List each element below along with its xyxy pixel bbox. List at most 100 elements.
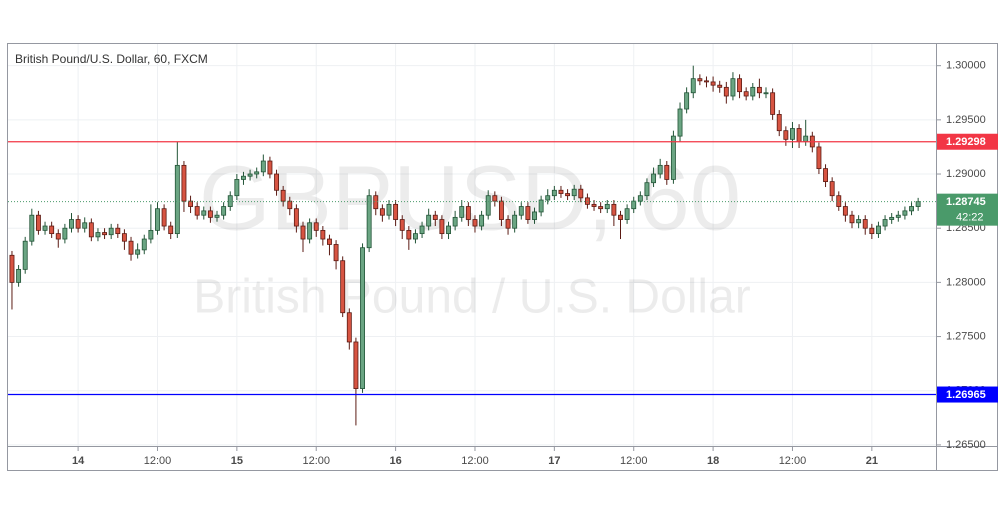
candle-body	[161, 208, 167, 227]
candle-body	[598, 206, 604, 210]
axes: 1.265001.270001.275001.280001.285001.290…	[72, 60, 998, 467]
candle-body	[280, 189, 286, 202]
candle-body	[234, 179, 240, 197]
candle-body	[571, 188, 577, 197]
candle-body	[472, 219, 478, 227]
x-tick-label: 14	[72, 455, 85, 467]
candle-body	[512, 214, 518, 229]
last-price-tag	[937, 193, 998, 226]
candle-body	[42, 225, 48, 231]
candle-body	[412, 233, 418, 240]
candle-body	[207, 210, 213, 218]
candle-body	[730, 78, 736, 97]
last-price-label: 1.28745	[946, 196, 986, 208]
candle-body	[188, 200, 194, 207]
candle-body	[756, 86, 762, 94]
candle-body	[816, 146, 822, 170]
candle-body	[62, 227, 68, 240]
candle-body	[9, 254, 15, 283]
candle-body	[333, 244, 339, 262]
x-tick-label: 21	[866, 455, 878, 467]
candle-body	[849, 214, 855, 224]
candle-body	[796, 128, 802, 142]
price-tag-label: 1.26965	[946, 389, 986, 401]
candle-body	[300, 225, 306, 240]
x-tick-label: 12:00	[461, 455, 489, 467]
candle-body	[498, 200, 504, 220]
candle-body	[353, 341, 359, 389]
candle-body	[432, 214, 438, 220]
candle-body	[221, 206, 227, 216]
y-tick-label: 1.30000	[946, 60, 986, 72]
candle-body	[657, 164, 663, 175]
candle-body	[631, 200, 637, 210]
candle-body	[505, 219, 511, 229]
candle-body	[565, 193, 571, 197]
candle-body	[558, 189, 564, 194]
candle-body	[704, 80, 709, 83]
candle-body	[624, 208, 630, 220]
candle-body	[763, 92, 769, 95]
candle-body	[55, 233, 61, 240]
candle-body	[803, 135, 809, 142]
candle-body	[452, 216, 458, 227]
candle-body	[889, 216, 895, 220]
candle-body	[194, 206, 200, 216]
candle-body	[823, 168, 828, 183]
candle-body	[274, 173, 279, 191]
candle-body	[895, 214, 901, 218]
candle-body	[737, 78, 743, 93]
candle-body	[393, 203, 399, 220]
candle-body	[379, 208, 385, 216]
candle-body	[35, 214, 41, 231]
candle-body	[611, 203, 617, 216]
candle-body	[545, 195, 551, 201]
candle-body	[102, 232, 108, 236]
candle-body	[181, 164, 187, 202]
candle-body	[856, 219, 862, 224]
candle-body	[915, 201, 921, 207]
candle-body	[313, 222, 319, 231]
y-tick-label: 1.29500	[946, 114, 986, 126]
chart-frame	[7, 43, 998, 471]
candle-body	[366, 195, 372, 249]
candle-body	[479, 214, 485, 227]
candle-body	[882, 219, 888, 227]
candle-body	[327, 238, 332, 245]
candle-body	[254, 171, 260, 175]
candle-body	[346, 312, 352, 343]
candle-body	[22, 240, 28, 270]
candle-body	[135, 249, 141, 255]
x-tick-label: 16	[389, 455, 401, 467]
candle-body	[267, 160, 273, 175]
candle-body	[406, 229, 412, 240]
candle-body	[214, 214, 220, 218]
candle-body	[82, 222, 88, 229]
candle-body	[776, 114, 782, 132]
candles	[9, 65, 921, 426]
candle-body	[419, 225, 425, 235]
candle-body	[16, 268, 22, 283]
candle-body	[307, 222, 313, 240]
candle-body	[128, 240, 134, 255]
candle-body	[465, 206, 471, 220]
x-tick-label: 12:00	[620, 455, 648, 467]
candle-body	[201, 210, 207, 216]
candle-body	[664, 164, 670, 180]
candle-body	[426, 214, 432, 227]
candle-body	[168, 225, 174, 235]
candle-body	[227, 195, 233, 207]
candle-body	[591, 203, 597, 207]
candle-body	[446, 225, 451, 235]
candle-body	[836, 195, 842, 207]
candle-body	[174, 164, 180, 235]
candle-body	[651, 173, 657, 184]
candle-body	[518, 206, 524, 216]
candle-body	[360, 247, 365, 389]
candle-body	[293, 208, 299, 227]
candle-body	[155, 208, 160, 231]
candle-body	[902, 210, 908, 216]
candle-body	[141, 238, 147, 251]
candle-body	[340, 260, 346, 314]
